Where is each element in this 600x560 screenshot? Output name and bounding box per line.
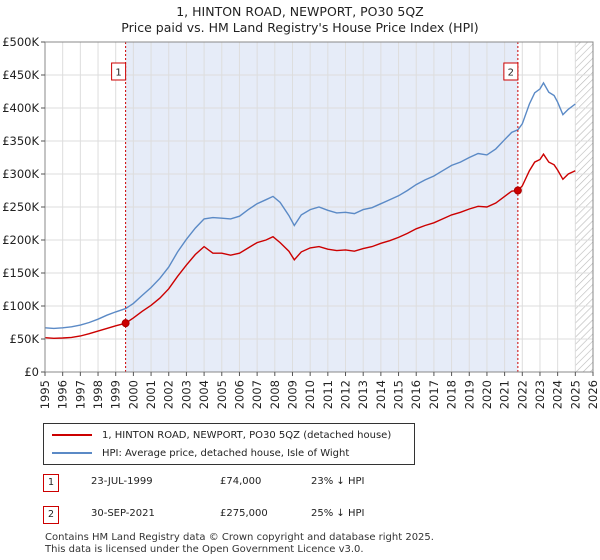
x-tick-label: 2009 — [285, 380, 299, 409]
legend: 1, HINTON ROAD, NEWPORT, PO30 5QZ (detac… — [43, 423, 415, 465]
x-tick-label: 1995 — [38, 380, 52, 409]
x-tick-label: 2019 — [462, 380, 476, 409]
x-tick-label: 2018 — [445, 380, 459, 409]
y-tick-label: £150K — [2, 266, 39, 280]
x-tick-label: 2012 — [339, 380, 353, 409]
x-tick-label: 2011 — [321, 380, 335, 409]
legend-label-hpi: HPI: Average price, detached house, Isle… — [102, 447, 350, 459]
legend-item-hpi: HPI: Average price, detached house, Isle… — [44, 445, 349, 461]
price-chart: 1 2 £0 £50K £100K £150K £200K £250K £300K £350K £4… — [2, 35, 600, 409]
x-tick-label: 2024 — [551, 380, 565, 409]
x-tick-label: 1999 — [109, 380, 123, 409]
transaction-price: £74,000 — [220, 476, 262, 487]
transaction-date: 23-JUL-1999 — [91, 476, 153, 487]
x-tick-label: 1997 — [73, 380, 87, 409]
x-tick-label: 1996 — [56, 380, 70, 409]
y-tick-label: £100K — [2, 299, 39, 313]
hpi-line — [45, 81, 576, 330]
sale-label: 2 — [508, 68, 514, 79]
transaction-badge: 2 — [43, 506, 59, 524]
y-tick-label: £450K — [2, 68, 39, 82]
x-tick-label: 2004 — [197, 380, 211, 409]
y-tick-label: £300K — [2, 167, 39, 181]
x-tick-label: 2003 — [179, 380, 193, 409]
y-tick-label: £400K — [2, 101, 39, 115]
x-tick-label: 2005 — [215, 380, 229, 409]
x-tick-label: 2020 — [480, 380, 494, 409]
y-tick-label: £200K — [2, 233, 39, 247]
x-tick-label: 2010 — [303, 380, 317, 409]
legend-swatch-property — [52, 434, 92, 436]
x-tick-label: 2025 — [568, 380, 582, 409]
x-tick-label: 2022 — [515, 380, 529, 409]
transaction-hpi-diff: 23% ↓ HPI — [311, 476, 365, 487]
footer-copyright: Contains HM Land Registry data © Crown c… — [45, 532, 434, 543]
sale-label-box — [503, 62, 519, 81]
sale-label: 1 — [115, 68, 121, 79]
y-tick-label: £0 — [24, 365, 39, 379]
sale-point — [513, 186, 522, 195]
x-tick-label: 2008 — [268, 380, 282, 409]
y-tick-label: £50K — [10, 332, 40, 346]
sale-label-box — [111, 62, 127, 81]
transaction-hpi-diff: 25% ↓ HPI — [311, 508, 365, 519]
chart-subtitle: Price paid vs. HM Land Registry's House … — [121, 20, 479, 35]
transaction-date: 30-SEP-2021 — [91, 508, 155, 519]
footer-licence: This data is licensed under the Open Gov… — [45, 544, 364, 555]
transaction-price: £275,000 — [220, 508, 268, 519]
x-tick-label: 2017 — [427, 380, 441, 409]
x-tick-label: 2026 — [586, 380, 600, 409]
x-tick-label: 2016 — [409, 380, 423, 409]
sale-point — [121, 319, 130, 328]
y-tick-label: £500K — [2, 35, 39, 49]
legend-label-property: 1, HINTON ROAD, NEWPORT, PO30 5QZ (detac… — [102, 429, 392, 441]
y-tick-label: £350K — [2, 134, 39, 148]
legend-swatch-hpi — [52, 452, 92, 454]
x-tick-label: 2002 — [162, 380, 176, 409]
x-tick-label: 1998 — [91, 380, 105, 409]
y-tick-label: £250K — [2, 200, 39, 214]
x-tick-label: 2014 — [374, 380, 388, 409]
x-tick-label: 2001 — [144, 380, 158, 409]
x-tick-label: 2023 — [533, 380, 547, 409]
legend-item-property: 1, HINTON ROAD, NEWPORT, PO30 5QZ (detac… — [44, 427, 391, 443]
x-tick-label: 2000 — [126, 380, 140, 409]
transaction-badge: 1 — [43, 474, 59, 492]
x-tick-label: 2015 — [392, 380, 406, 409]
x-tick-label: 2007 — [250, 380, 264, 409]
chart-title: 1, HINTON ROAD, NEWPORT, PO30 5QZ — [176, 4, 424, 19]
x-tick-label: 2021 — [498, 380, 512, 409]
x-tick-label: 2006 — [232, 380, 246, 409]
x-tick-label: 2013 — [356, 380, 370, 409]
